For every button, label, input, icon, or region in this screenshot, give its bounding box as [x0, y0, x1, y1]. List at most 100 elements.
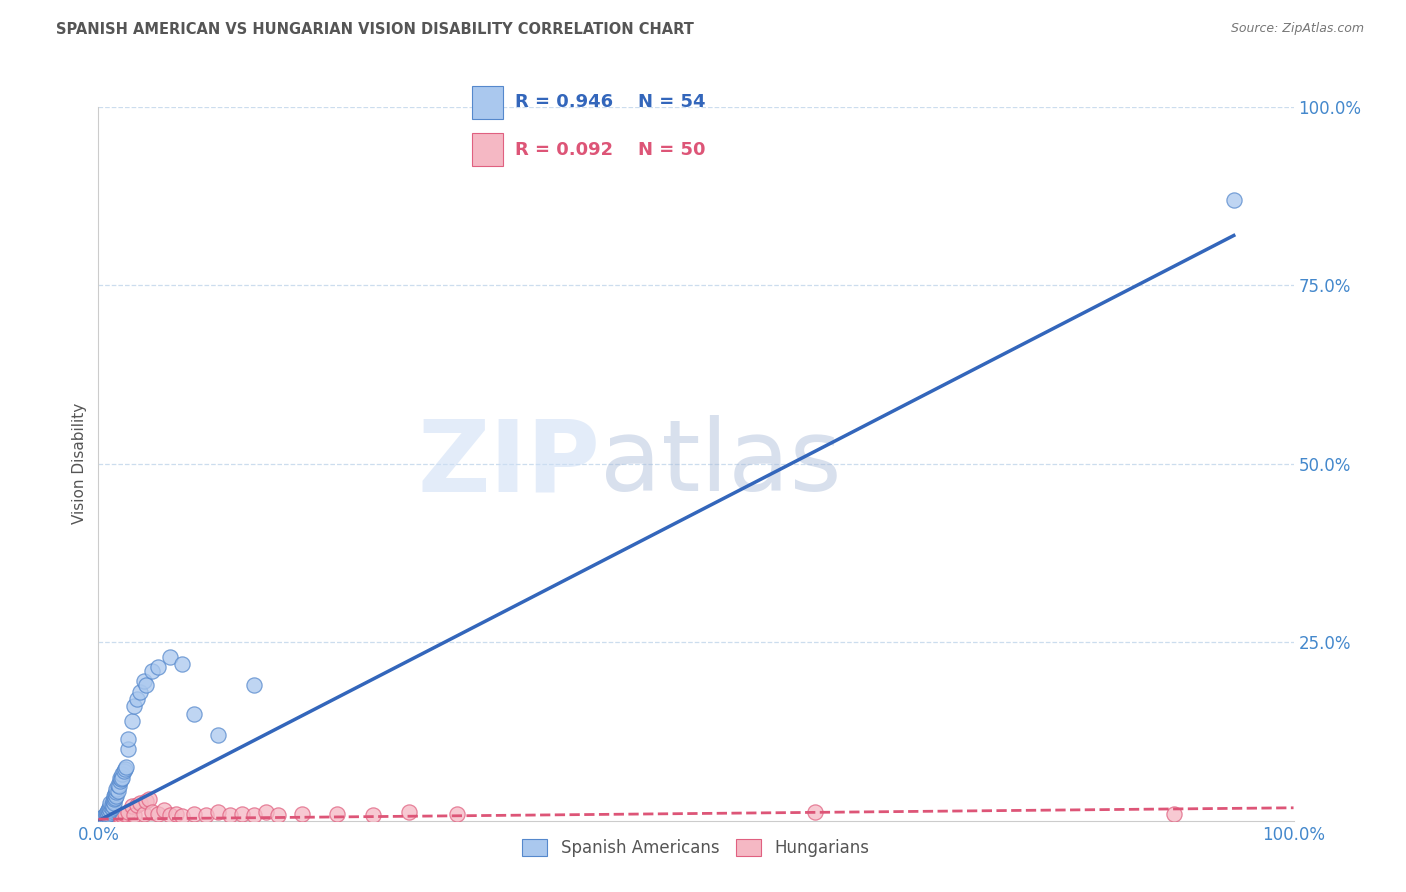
Point: [125, 692, 148, 706]
Point: [98, 811, 122, 825]
Point: [231, 806, 253, 821]
Point: [104, 787, 127, 801]
Point: [207, 805, 229, 819]
Legend: Spanish Americans, Hungarians: Spanish Americans, Hungarians: [515, 831, 877, 866]
Point: [101, 794, 124, 808]
Point: [148, 806, 170, 821]
Point: [129, 685, 152, 699]
Point: [117, 805, 139, 819]
Point: [132, 674, 155, 689]
Point: [107, 809, 129, 823]
Point: [108, 809, 131, 823]
Point: [115, 760, 138, 774]
Point: [121, 799, 143, 814]
Text: ZIP: ZIP: [418, 416, 600, 512]
Point: [98, 812, 121, 826]
Point: [1222, 193, 1246, 207]
Point: [124, 699, 146, 714]
Point: [105, 789, 128, 803]
Point: [105, 781, 128, 796]
Point: [107, 808, 129, 822]
Point: [114, 762, 136, 776]
Point: [107, 780, 129, 794]
Point: [96, 805, 118, 819]
Point: [111, 767, 134, 781]
Point: [98, 796, 122, 810]
Text: R = 0.946: R = 0.946: [515, 94, 613, 112]
Point: [121, 714, 143, 728]
Point: [108, 774, 131, 789]
Y-axis label: Vision Disability: Vision Disability: [72, 403, 87, 524]
Point: [183, 706, 205, 721]
Point: [194, 808, 217, 822]
Point: [138, 792, 160, 806]
Point: [107, 783, 129, 797]
Point: [97, 811, 120, 825]
Point: [107, 778, 129, 792]
Point: [398, 805, 420, 819]
Point: [96, 812, 118, 826]
Point: [103, 789, 125, 803]
Point: [96, 808, 118, 822]
Bar: [472, 87, 503, 119]
Point: [165, 806, 187, 821]
Point: [98, 801, 121, 815]
Point: [97, 806, 120, 821]
Point: [290, 807, 312, 822]
Point: [183, 806, 205, 821]
Point: [94, 807, 117, 822]
Point: [98, 810, 122, 824]
Point: [93, 811, 115, 825]
Point: [110, 772, 132, 787]
Point: [117, 731, 139, 746]
Point: [129, 796, 152, 810]
Point: [135, 678, 157, 692]
Point: [103, 811, 125, 825]
Point: [159, 649, 181, 664]
Point: [111, 808, 134, 822]
Point: [172, 808, 194, 822]
Point: [104, 790, 127, 805]
Point: [98, 799, 122, 814]
Point: [141, 664, 163, 678]
Point: [446, 806, 468, 821]
Text: atlas: atlas: [600, 416, 842, 512]
Point: [135, 794, 157, 808]
Text: N = 50: N = 50: [638, 141, 706, 159]
Point: [804, 805, 827, 819]
Point: [101, 810, 124, 824]
Point: [125, 797, 148, 812]
Point: [100, 811, 122, 825]
Point: [141, 805, 163, 819]
Text: N = 54: N = 54: [638, 94, 706, 112]
Point: [104, 809, 127, 823]
Point: [267, 808, 290, 822]
Point: [103, 792, 125, 806]
Text: SPANISH AMERICAN VS HUNGARIAN VISION DISABILITY CORRELATION CHART: SPANISH AMERICAN VS HUNGARIAN VISION DIS…: [56, 22, 695, 37]
Text: R = 0.092: R = 0.092: [515, 141, 613, 159]
Point: [97, 803, 120, 817]
Point: [1163, 806, 1185, 821]
Point: [124, 808, 146, 822]
Point: [153, 803, 176, 817]
Point: [219, 808, 242, 822]
Point: [326, 806, 349, 821]
Point: [148, 660, 170, 674]
Point: [172, 657, 194, 671]
Point: [207, 728, 229, 742]
Point: [97, 812, 120, 826]
Point: [132, 806, 155, 821]
Point: [93, 808, 115, 822]
Point: [108, 771, 131, 785]
Point: [98, 803, 122, 817]
Point: [100, 797, 122, 812]
Point: [243, 808, 266, 822]
Point: [91, 812, 114, 826]
Point: [94, 809, 117, 823]
Text: Source: ZipAtlas.com: Source: ZipAtlas.com: [1230, 22, 1364, 36]
Bar: [472, 133, 503, 166]
Point: [93, 812, 115, 826]
Point: [243, 678, 266, 692]
Point: [363, 808, 385, 822]
Point: [91, 812, 114, 826]
